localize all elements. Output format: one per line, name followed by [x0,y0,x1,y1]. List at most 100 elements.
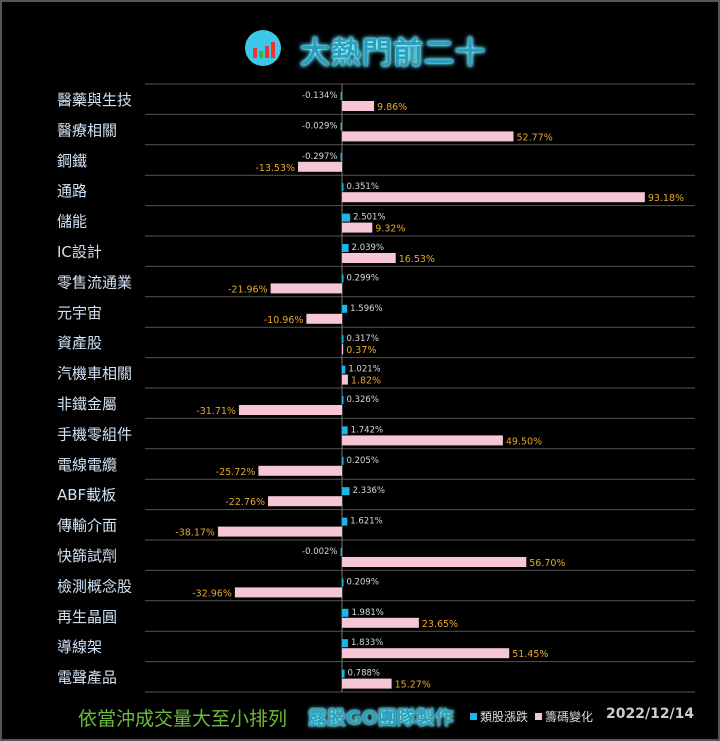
chip-change-label: 15.27% [395,680,431,691]
chip-change-bar [342,131,514,142]
chip-change-label: -32.96% [192,588,232,599]
chip-change-label: 56.70% [529,558,565,569]
chip-change-bar [258,465,342,476]
category-label: 導線架 [57,638,102,656]
category-label: IC設計 [57,243,102,261]
sort-note: 依當沖成交量大至小排列 [78,708,288,730]
sector-change-bar [342,304,348,313]
chip-change-label: 9.86% [377,102,407,113]
sector-change-bar [342,578,344,587]
chip-change-bar [298,161,342,172]
chip-change-label: 93.18% [648,193,684,204]
sector-change-label: 1.596% [350,304,382,314]
sector-change-bar [340,548,342,556]
category-label: 鋼鐵 [57,152,87,170]
category-label: 汽機車相關 [57,365,132,383]
category-label: 資產股 [57,334,102,352]
chip-change-bar [342,344,344,355]
category-label: ABF載板 [57,486,116,504]
sector-change-bar [342,365,346,374]
chip-change-label: 49.50% [506,436,542,447]
sector-change-label: 1.021% [348,365,380,375]
category-label: 再生晶圓 [57,608,117,626]
category-label: 電聲產品 [57,669,117,687]
chip-change-bar [238,405,342,415]
chip-change-bar [268,496,342,507]
chip-change-label: 1.82% [351,376,381,387]
sector-change-bar [342,517,348,526]
legend-swatch-chip [535,713,543,720]
sector-change-bar [342,274,344,283]
category-label: 醫藥與生技 [57,91,132,109]
sector-change-bar [342,669,345,678]
sector-change-bar [342,335,344,344]
legend: 類股漲跌 籌碼變化 [470,708,593,725]
legend-label-sector: 類股漲跌 [480,710,529,724]
sector-change-label: 2.501% [353,213,385,223]
sector-change-label: -0.134% [302,91,337,101]
sector-change-label: -0.029% [302,121,337,131]
legend-swatch-sector [470,713,477,720]
chip-change-bar [306,313,342,324]
category-label: 手機零組件 [57,425,132,443]
chip-change-label: -21.96% [228,284,268,295]
sector-change-label: 0.351% [347,182,379,192]
sector-change-label: -0.297% [302,152,337,162]
sector-change-bar [340,152,342,161]
chip-change-label: 0.37% [346,345,376,356]
category-label: 醫療相關 [57,121,117,139]
sector-change-bar [340,122,342,131]
sector-change-label: 0.299% [347,273,379,283]
chip-change-bar [270,283,342,294]
sector-change-label: 2.336% [353,486,385,496]
chip-change-label: 52.77% [517,132,553,143]
category-label: 電線電纜 [57,456,117,474]
chip-change-bar [342,435,503,446]
sector-change-bar [342,487,350,496]
sector-change-bar [342,426,348,435]
category-label: 檢測概念股 [57,577,132,595]
chip-change-bar [217,526,342,537]
sector-change-bar [342,213,351,222]
chip-change-bar [342,222,373,233]
sector-change-bar [342,396,344,404]
page-title: 大熱門前二十 [300,36,486,71]
chip-change-label: 23.65% [422,619,458,630]
sector-change-label: 0.205% [347,456,379,466]
chip-change-label: -38.17% [175,528,215,539]
sector-change-label: 1.621% [350,517,382,527]
sector-change-label: 0.326% [347,395,379,405]
date-label: 2022/12/14 [606,706,695,722]
chip-change-bar [342,678,392,689]
chip-change-bar [342,101,375,111]
sector-change-bar [342,456,344,465]
sector-change-bar [342,608,349,617]
category-label: 通路 [57,182,87,200]
sector-change-bar [342,244,349,252]
sector-change-label: 1.981% [351,608,383,618]
chip-change-label: 9.32% [375,224,405,235]
sector-change-bar [342,639,348,648]
chip-change-bar [342,374,348,385]
sector-change-label: 2.039% [352,243,384,253]
sector-change-bar [342,183,344,192]
chip-change-bar [342,648,510,659]
chip-change-bar [342,192,645,203]
sector-change-label: 0.317% [347,334,379,344]
chip-change-bar [342,557,527,567]
sector-change-bar [340,92,342,100]
chip-change-bar [342,617,419,628]
sector-change-label: 1.833% [351,638,383,648]
chip-change-label: 51.45% [512,649,548,660]
sector-change-label: -0.002% [302,547,337,557]
category-label: 儲能 [57,213,87,231]
chip-change-label: -13.53% [255,163,295,174]
category-label: 快篩試劑 [57,547,117,565]
logo-icon [245,30,281,66]
category-label: 非鐵金屬 [57,395,117,413]
legend-label-chip: 籌碼變化 [545,710,594,724]
chip-change-label: -10.96% [264,315,304,326]
sector-change-label: 0.788% [348,669,380,679]
